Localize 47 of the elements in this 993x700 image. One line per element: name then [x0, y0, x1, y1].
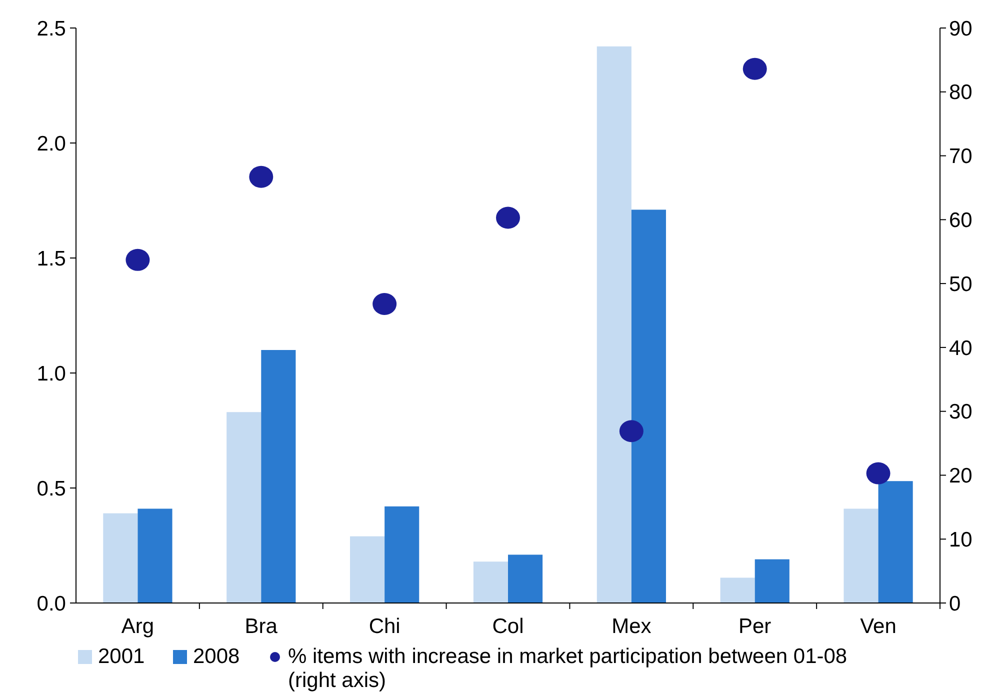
x-tick-label: Bra	[244, 615, 278, 638]
y-tick-label: 0.0	[36, 592, 66, 616]
bar	[138, 508, 172, 603]
x-tick-label: Per	[738, 615, 772, 638]
y2-tick-label: 20	[949, 464, 972, 488]
y-tick-label: 1.5	[36, 247, 66, 270]
bar	[754, 559, 790, 603]
legend-label: 2001	[98, 645, 145, 668]
y-tick-label: 1.0	[36, 362, 66, 386]
point	[126, 248, 150, 271]
bar	[844, 508, 878, 603]
y2-tick-label: 80	[949, 81, 972, 104]
bar	[473, 562, 508, 603]
point	[249, 166, 274, 188]
y-tick-label: 0.5	[36, 477, 66, 500]
y2-tick-label: 70	[949, 145, 972, 168]
bar	[508, 554, 543, 603]
x-tick-label: Arg	[121, 615, 154, 638]
y2-tick-label: 10	[949, 528, 972, 552]
point	[866, 462, 890, 484]
y2-tick-label: 50	[949, 272, 972, 296]
bar	[103, 513, 138, 603]
x-tick-label: Ven	[860, 615, 896, 638]
bar	[226, 412, 262, 603]
bar	[878, 481, 913, 603]
bar	[720, 578, 755, 603]
y2-tick-label: 40	[949, 336, 972, 360]
y-tick-label: 2.5	[36, 17, 66, 40]
point	[372, 293, 397, 315]
point	[619, 420, 644, 442]
bar	[350, 536, 385, 603]
x-tick-label: Mex	[612, 615, 652, 638]
y2-tick-label: 90	[949, 17, 972, 40]
y2-tick-label: 0	[949, 592, 961, 616]
y-tick-label: 2.0	[36, 132, 66, 156]
y2-tick-label: 30	[949, 400, 972, 424]
legend-label: % items with increase in market participation between 01-08 (right axis)	[288, 645, 848, 692]
bar	[631, 210, 666, 603]
x-tick-label: Chi	[368, 615, 400, 638]
bar	[596, 46, 632, 603]
legend-label: 2008	[193, 645, 240, 668]
y2-tick-label: 60	[949, 209, 972, 232]
x-tick-label: Col	[492, 615, 524, 638]
point	[742, 58, 767, 80]
bar	[384, 506, 420, 603]
bar	[261, 350, 296, 603]
point	[496, 206, 520, 229]
